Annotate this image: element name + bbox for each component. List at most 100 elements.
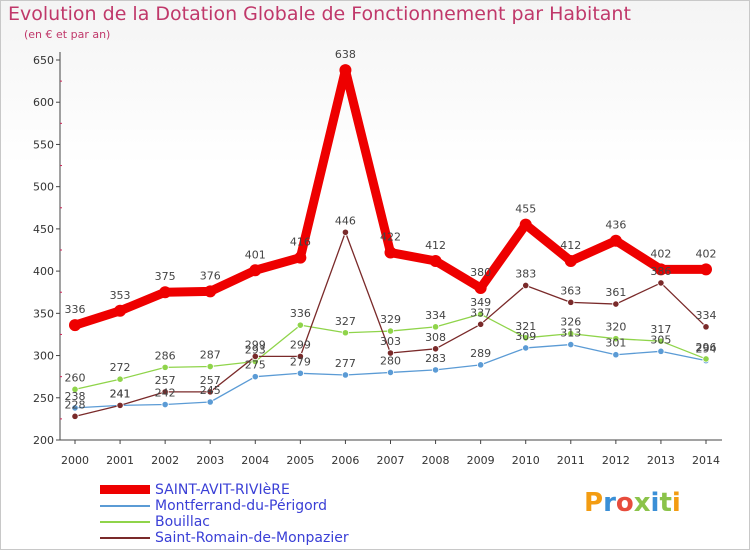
- data-label: 277: [335, 357, 356, 370]
- data-label: 422: [380, 231, 401, 244]
- data-label: 402: [650, 247, 671, 260]
- data-label: 313: [560, 327, 581, 340]
- data-point: [477, 320, 485, 328]
- data-label: 380: [470, 266, 491, 279]
- data-point: [161, 400, 169, 409]
- data-point: [657, 347, 665, 355]
- logo-letter: o: [615, 488, 634, 518]
- y-tick-label: 650: [33, 54, 54, 67]
- data-label: 293: [245, 343, 266, 356]
- data-label: 320: [605, 321, 626, 334]
- legend-label: Saint-Romain-de-Monpazier: [155, 530, 349, 546]
- y-tick-label: 250: [33, 392, 54, 405]
- data-point: [522, 281, 530, 290]
- data-label: 334: [696, 309, 717, 322]
- y-tick-label: 400: [33, 265, 54, 278]
- x-tick-label: 2004: [241, 454, 269, 467]
- logo-letter: P: [584, 488, 604, 518]
- data-point: [431, 323, 440, 331]
- data-label: 386: [650, 265, 671, 278]
- data-label: 301: [605, 337, 626, 350]
- data-label: 257: [155, 374, 176, 387]
- data-label: 376: [200, 269, 221, 282]
- line-chart: 200 250 300 350 400 450 500 550 600 650 2000 2001 20…: [33, 48, 722, 467]
- x-tick-label: 2003: [196, 454, 224, 467]
- logo-letter: t: [659, 488, 672, 518]
- data-point: [700, 263, 712, 276]
- legend-item: Bouillac: [100, 514, 400, 530]
- data-point: [69, 319, 81, 332]
- data-point: [474, 282, 487, 294]
- data-label: 308: [425, 331, 446, 344]
- data-point: [71, 412, 79, 420]
- data-point: [612, 351, 620, 359]
- x-tick-label: 2006: [331, 454, 359, 467]
- legend-label: Bouillac: [155, 514, 210, 530]
- data-label: 279: [290, 355, 311, 368]
- logo-letter: i: [671, 488, 681, 518]
- data-point: [477, 310, 485, 318]
- data-point: [386, 327, 395, 335]
- chart-subtitle: (en € et par an): [24, 28, 111, 41]
- data-point: [657, 337, 665, 345]
- logo-letter: x: [633, 488, 651, 518]
- data-point: [339, 64, 352, 77]
- data-label: 305: [650, 333, 671, 346]
- data-point: [296, 369, 304, 377]
- data-label: 412: [560, 239, 581, 252]
- data-label: 299: [290, 338, 311, 351]
- data-point: [429, 254, 442, 267]
- data-point: [612, 300, 620, 308]
- data-label: 337: [470, 306, 491, 319]
- data-label: 241: [110, 387, 131, 400]
- x-tick-label: 2014: [692, 454, 720, 467]
- x-tick-label: 2000: [61, 454, 89, 467]
- data-point: [114, 304, 127, 317]
- legend: SAINT-AVIT-RIVIèRE Montferrand-du-Périgo…: [100, 482, 400, 546]
- data-label: 228: [65, 398, 86, 411]
- data-label: 294: [696, 343, 717, 356]
- data-point: [567, 329, 575, 338]
- data-point: [71, 404, 79, 412]
- data-label: 446: [335, 214, 356, 227]
- data-label: 289: [470, 347, 491, 360]
- data-point: [204, 285, 217, 298]
- data-label: 309: [515, 330, 536, 343]
- y-tick-label: 350: [33, 307, 54, 320]
- data-label: 402: [696, 247, 717, 260]
- data-point: [522, 334, 530, 342]
- logo-letter: r: [603, 488, 616, 518]
- data-label: 272: [110, 361, 131, 374]
- data-point: [296, 321, 304, 329]
- data-label: 455: [515, 203, 536, 216]
- data-point: [522, 344, 530, 352]
- data-point: [161, 388, 169, 396]
- data-label: 280: [380, 354, 401, 367]
- legend-label: SAINT-AVIT-RIVIèRE: [155, 482, 290, 498]
- data-label: 299: [245, 338, 266, 351]
- data-point: [249, 264, 262, 277]
- data-label: 257: [200, 374, 221, 387]
- data-point: [702, 355, 710, 363]
- data-point: [251, 352, 259, 360]
- data-point: [384, 246, 397, 259]
- data-label: 638: [335, 48, 356, 61]
- x-tick-label: 2007: [377, 454, 405, 467]
- data-point: [567, 298, 575, 306]
- data-point: [654, 263, 667, 276]
- data-point: [431, 345, 440, 353]
- x-tick-label: 2002: [151, 454, 179, 467]
- legend-swatch: [100, 485, 150, 494]
- x-tick-label: 2011: [557, 454, 585, 467]
- data-label: 326: [560, 316, 581, 329]
- data-label: 238: [65, 390, 86, 403]
- x-tick-label: 2013: [647, 454, 675, 467]
- y-tick-label: 450: [33, 223, 54, 236]
- data-point: [567, 340, 575, 349]
- data-point: [386, 349, 395, 357]
- y-tick-label: 550: [33, 138, 54, 151]
- data-label: 241: [110, 387, 131, 400]
- data-point: [657, 279, 665, 287]
- data-label: 303: [380, 335, 401, 348]
